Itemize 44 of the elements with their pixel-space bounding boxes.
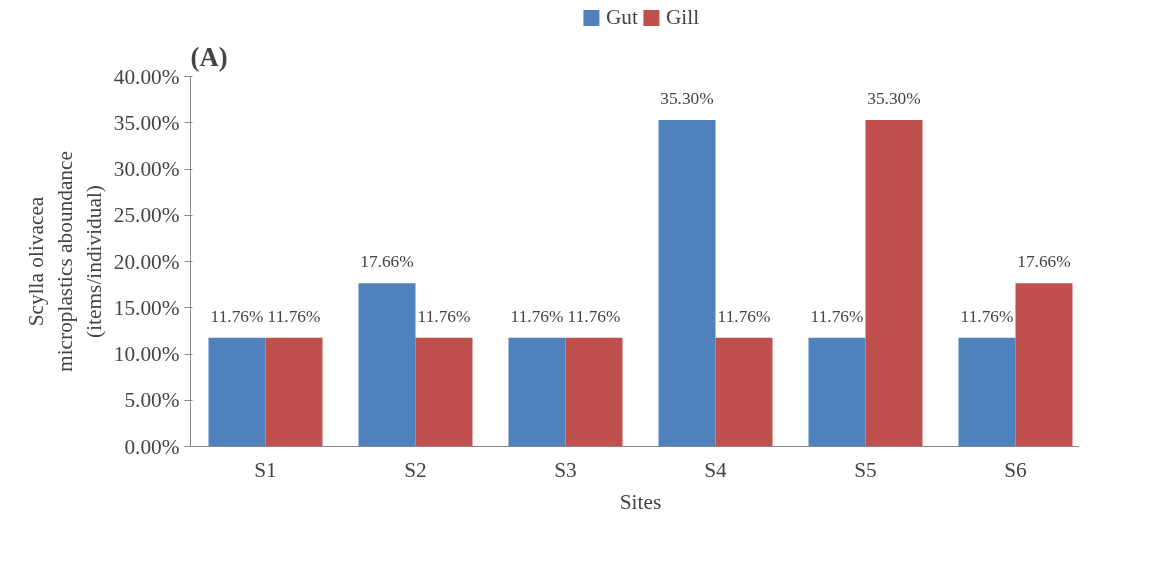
bar xyxy=(358,283,416,447)
bar xyxy=(508,337,566,447)
bar xyxy=(808,337,866,447)
x-tick-label: S6 xyxy=(1004,457,1028,482)
y-tick-label: 25.00% xyxy=(113,203,180,228)
bar xyxy=(865,119,923,447)
data-label: 11.76% xyxy=(510,306,564,326)
data-label: 11.76% xyxy=(717,306,771,326)
bar xyxy=(415,337,473,447)
bar xyxy=(565,337,623,447)
y-tick-label: 35.00% xyxy=(113,110,180,135)
data-label: 11.76% xyxy=(567,306,621,326)
data-label: 11.76% xyxy=(210,306,264,326)
data-label: 11.76% xyxy=(810,306,864,326)
x-tick-label: S1 xyxy=(254,457,277,482)
data-label: 11.76% xyxy=(960,306,1014,326)
legend-label: Gill xyxy=(665,4,700,30)
x-tick-label: S2 xyxy=(404,457,427,482)
chart-title: (A) xyxy=(190,41,228,72)
bar xyxy=(658,119,716,447)
y-axis-title: Scylla olivacea microplastics aboundance (items/individual) xyxy=(24,151,106,372)
x-tick-label: S4 xyxy=(704,457,728,482)
data-label: 11.76% xyxy=(417,306,471,326)
y-tick-label: 30.00% xyxy=(113,157,180,181)
data-label: 11.76% xyxy=(267,306,321,326)
bar xyxy=(208,337,266,447)
y-tick-label: 10.00% xyxy=(113,342,180,366)
bar xyxy=(958,337,1016,447)
x-tick-label: S3 xyxy=(554,457,577,482)
data-label: 35.30% xyxy=(660,88,714,108)
bar xyxy=(265,337,323,447)
y-tick-label: 15.00% xyxy=(113,295,180,320)
legend-label: Gut xyxy=(605,4,638,30)
y-tick-label: 20.00% xyxy=(113,249,180,274)
data-label: 17.66% xyxy=(1017,252,1071,272)
data-label: 35.30% xyxy=(867,88,921,108)
y-tick-label: 0.00% xyxy=(124,434,180,459)
y-tick-label: 5.00% xyxy=(124,388,180,413)
x-tick-label: S5 xyxy=(854,457,877,482)
data-label: 17.66% xyxy=(360,252,414,272)
bar xyxy=(715,337,773,447)
x-axis-title: Sites xyxy=(619,489,662,514)
y-tick-label: 40.00% xyxy=(113,64,180,89)
bar xyxy=(1015,283,1073,447)
